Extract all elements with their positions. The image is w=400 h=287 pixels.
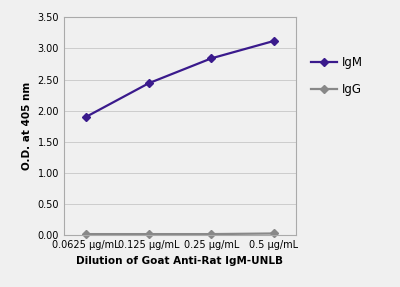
IgM <box>146 82 151 85</box>
IgG <box>146 232 151 236</box>
Y-axis label: O.D. at 405 nm: O.D. at 405 nm <box>22 82 32 170</box>
IgG <box>84 232 88 236</box>
IgM <box>209 57 214 60</box>
IgM <box>272 39 276 43</box>
Line: IgM: IgM <box>83 38 277 120</box>
Legend: IgM, IgG: IgM, IgG <box>311 56 363 96</box>
Line: IgG: IgG <box>83 230 277 237</box>
IgG <box>209 232 214 236</box>
IgG <box>272 232 276 235</box>
IgM <box>84 115 88 119</box>
X-axis label: Dilution of Goat Anti-Rat IgM-UNLB: Dilution of Goat Anti-Rat IgM-UNLB <box>76 256 284 266</box>
